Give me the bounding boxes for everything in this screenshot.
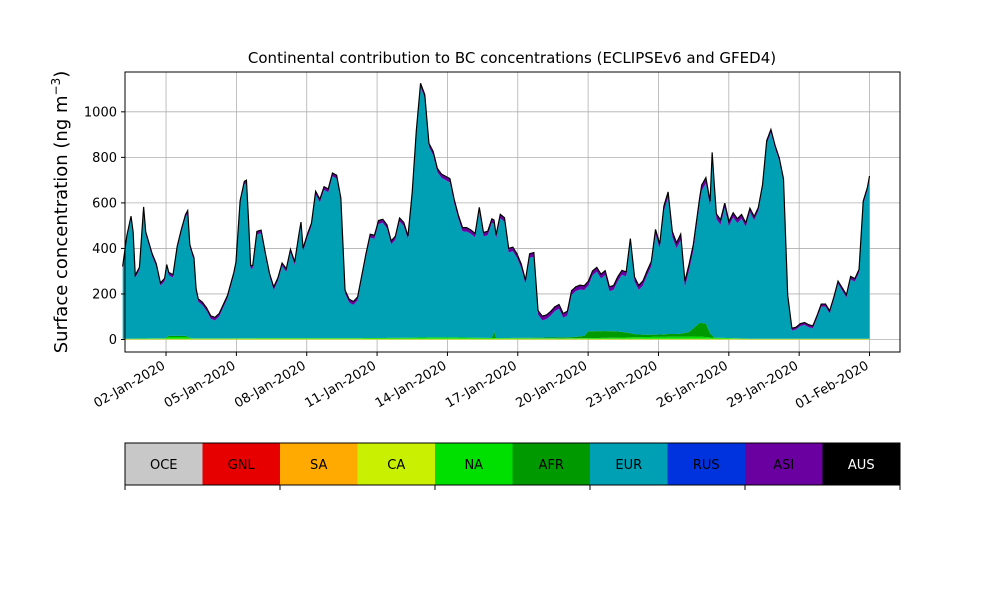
y-tick-label: 1000 bbox=[84, 105, 117, 120]
legend-swatch-afr bbox=[512, 443, 590, 485]
x-tick-label: 23-Jan-2020 bbox=[584, 358, 661, 411]
x-tick-label: 11-Jan-2020 bbox=[302, 358, 379, 411]
y-axis-label: Surface concentration (ng m−3) bbox=[49, 71, 72, 354]
legend-swatch-eur bbox=[590, 443, 668, 485]
legend-label: CA bbox=[387, 458, 405, 473]
y-tick-label: 0 bbox=[109, 333, 117, 348]
legend-label: OCE bbox=[150, 458, 178, 473]
legend-swatch-oce bbox=[125, 443, 203, 485]
x-tick-label: 14-Jan-2020 bbox=[373, 358, 450, 411]
legend-label: SA bbox=[310, 458, 327, 473]
x-tick-label: 08-Jan-2020 bbox=[232, 358, 309, 411]
legend-frame bbox=[124, 442, 901, 486]
x-tick-label: 01-Feb-2020 bbox=[793, 358, 872, 412]
legend-swatch-rus bbox=[667, 443, 745, 485]
x-tick-label: 26-Jan-2020 bbox=[654, 358, 731, 411]
legend-swatch-ca bbox=[357, 443, 435, 485]
x-tick-label: 20-Jan-2020 bbox=[514, 358, 591, 411]
legend-label: RUS bbox=[693, 458, 720, 473]
legend-swatch-asi bbox=[745, 443, 823, 485]
plot-frame bbox=[124, 71, 901, 353]
area-eur bbox=[122, 87, 870, 339]
area-afr bbox=[122, 322, 870, 339]
y-tick-label: 200 bbox=[92, 287, 117, 302]
legend-label: AFR bbox=[539, 458, 564, 473]
legend-swatch-gnl bbox=[202, 443, 280, 485]
x-tick-label: 02-Jan-2020 bbox=[91, 358, 168, 411]
x-tick-label: 29-Jan-2020 bbox=[725, 358, 802, 411]
y-tick-label: 400 bbox=[92, 242, 117, 257]
total-outline bbox=[122, 83, 871, 329]
y-tick-label: 800 bbox=[92, 151, 117, 166]
legend-label: GNL bbox=[228, 458, 256, 473]
legend-swatch-na bbox=[435, 443, 513, 485]
x-tick-label: 05-Jan-2020 bbox=[162, 358, 239, 411]
area-ca bbox=[122, 338, 870, 340]
legend: OCE GNL SA CA NA AFR EUR RUS ASI AUS bbox=[124, 442, 901, 490]
chart-title: Continental contribution to BC concentra… bbox=[248, 49, 776, 67]
area-layer bbox=[122, 83, 871, 340]
legend-label: AUS bbox=[848, 458, 875, 473]
legend-swatch-aus bbox=[822, 443, 900, 485]
legend-swatch-sa bbox=[280, 443, 358, 485]
legend-label: EUR bbox=[615, 458, 642, 473]
x-tick-label: 17-Jan-2020 bbox=[443, 358, 520, 411]
y-tick-label: 600 bbox=[92, 196, 117, 211]
legend-label: ASI bbox=[773, 458, 794, 473]
legend-label: NA bbox=[464, 458, 483, 473]
area-na bbox=[122, 336, 870, 339]
